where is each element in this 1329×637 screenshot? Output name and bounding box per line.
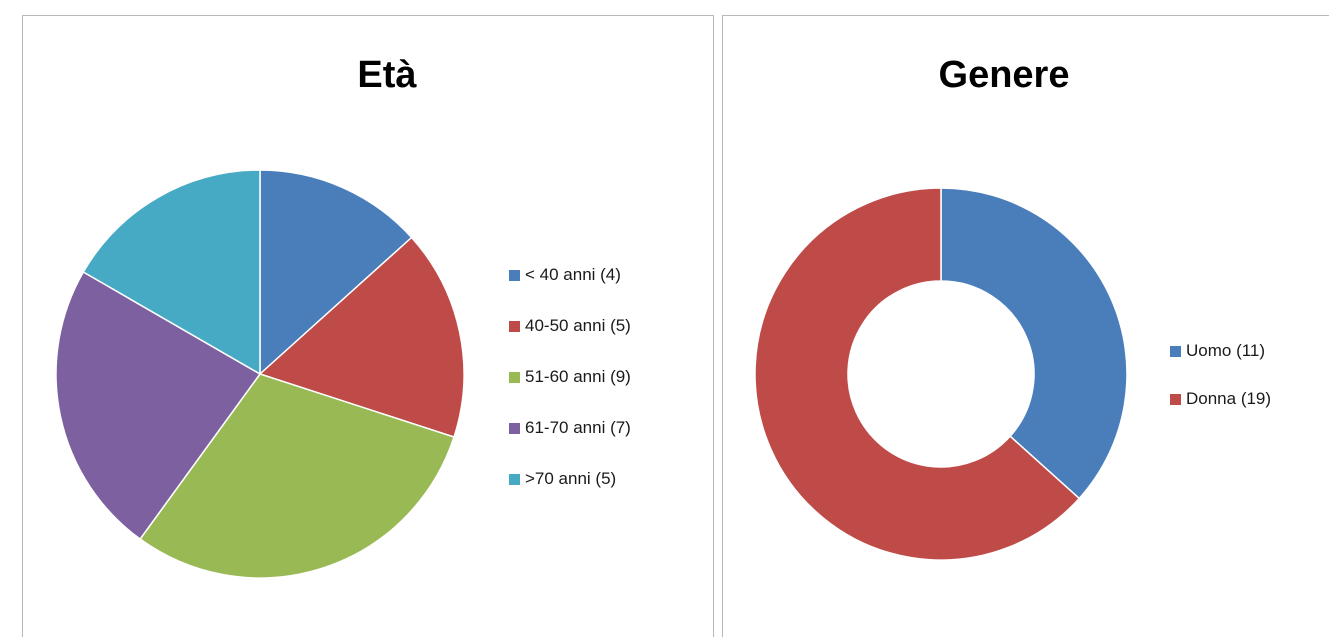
- gender-legend-label: Donna (19): [1186, 389, 1272, 408]
- gender-chart-panel: Genere Uomo (11) Donna (19): [722, 15, 1329, 637]
- age-legend-swatch: [509, 422, 520, 434]
- pie-slice-5: [82, 169, 261, 376]
- doughnut-slice-2: [754, 187, 1081, 561]
- age-legend-label: < 40 anni (4): [525, 265, 621, 284]
- age-legend-item: 61-70 anni (7): [509, 415, 631, 441]
- gender-legend-label: Uomo (11): [1186, 341, 1266, 360]
- gender-legend: Uomo (11) Donna (19): [1170, 338, 1271, 434]
- age-legend-label: 51-60 anni (9): [525, 367, 631, 386]
- age-legend-label: 40-50 anni (5): [525, 316, 631, 335]
- age-legend-label: >70 anni (5): [525, 469, 617, 488]
- gender-doughnut-plot: [754, 187, 1128, 561]
- gender-chart-title: Genere: [938, 54, 1070, 96]
- age-legend-swatch: [509, 371, 520, 383]
- age-chart-panel: Età < 40 anni (4) 40-50 anni (5) 51-60 ann…: [22, 15, 714, 637]
- age-legend-swatch: [509, 269, 520, 281]
- age-legend: < 40 anni (4) 40-50 anni (5) 51-60 anni (9…: [509, 262, 631, 517]
- gender-legend-item: Donna (19): [1170, 386, 1271, 412]
- pie-slice-3: [139, 373, 455, 579]
- age-pie-plot: [55, 169, 465, 579]
- age-legend-swatch: [509, 320, 520, 332]
- pie-slice-1: [259, 169, 413, 376]
- age-legend-item: 40-50 anni (5): [509, 313, 631, 339]
- gender-legend-swatch: [1170, 393, 1181, 405]
- age-legend-item: >70 anni (5): [509, 466, 631, 492]
- age-chart-title: Età: [357, 54, 417, 96]
- doughnut-slice-1: [940, 187, 1128, 500]
- age-legend-label: 61-70 anni (7): [525, 418, 631, 437]
- age-legend-swatch: [509, 473, 520, 485]
- gender-legend-item: Uomo (11): [1170, 338, 1271, 364]
- gender-legend-swatch: [1170, 345, 1181, 357]
- pie-slice-2: [258, 236, 465, 438]
- age-legend-item: 51-60 anni (9): [509, 364, 631, 390]
- pie-slice-4: [55, 270, 262, 541]
- age-legend-item: < 40 anni (4): [509, 262, 631, 288]
